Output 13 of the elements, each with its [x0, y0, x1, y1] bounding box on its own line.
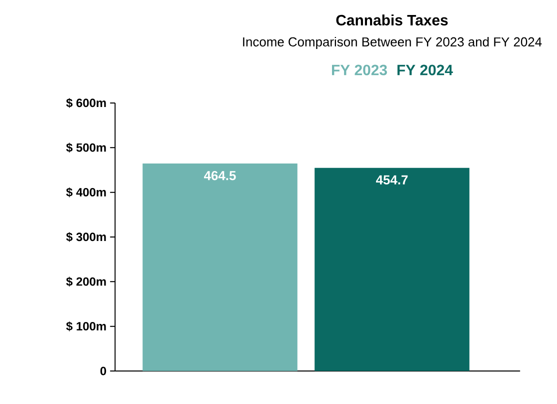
y-tick-label: $ 600m: [66, 98, 106, 108]
y-tick-label: $ 100m: [66, 321, 106, 332]
y-tick-label: 0: [100, 366, 106, 376]
chart-title: Cannabis Taxes: [336, 14, 448, 26]
text: FY 2023: [332, 64, 387, 76]
y-tick-label: $ 500m: [66, 142, 106, 153]
y-tick-label: $ 400m: [66, 187, 106, 198]
data-label: 454.7: [376, 175, 408, 184]
data-label: 464.5: [204, 171, 236, 180]
chart-subtitle: Income Comparison Between FY 2023 and FY 2024: [243, 36, 542, 50]
y-tick-label: $ 200m: [66, 276, 106, 287]
text: FY 2024: [397, 64, 453, 76]
y-tick-label: $ 300m: [66, 232, 106, 242]
